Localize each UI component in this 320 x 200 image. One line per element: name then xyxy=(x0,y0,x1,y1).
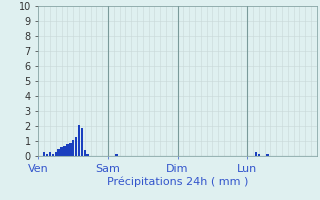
Bar xyxy=(69,142,72,156)
Bar xyxy=(258,154,260,156)
Bar xyxy=(72,140,75,156)
Bar xyxy=(52,154,54,156)
Bar xyxy=(66,144,68,156)
Bar xyxy=(60,147,63,156)
Bar xyxy=(46,154,48,156)
Bar xyxy=(63,146,66,156)
Bar xyxy=(49,152,51,156)
Bar xyxy=(75,137,77,156)
Bar xyxy=(86,154,89,156)
Bar xyxy=(43,152,45,156)
Bar xyxy=(55,152,57,156)
Bar xyxy=(58,148,60,156)
Bar xyxy=(266,154,269,156)
Bar xyxy=(81,128,83,156)
Bar xyxy=(255,152,257,156)
Bar xyxy=(116,154,118,156)
Bar xyxy=(84,150,86,156)
Bar xyxy=(78,124,80,156)
X-axis label: Précipitations 24h ( mm ): Précipitations 24h ( mm ) xyxy=(107,176,248,187)
